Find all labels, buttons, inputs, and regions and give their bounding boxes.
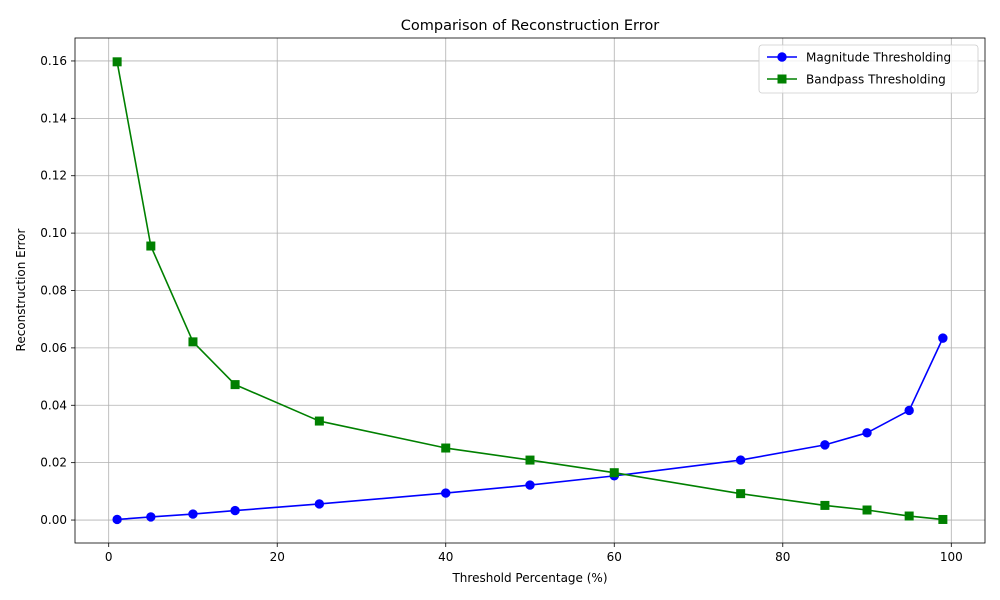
x-tick-label: 80 xyxy=(775,550,790,564)
data-point xyxy=(314,499,325,509)
y-tick-label: 0.02 xyxy=(40,456,67,470)
legend-entry: Bandpass Thresholding xyxy=(767,73,946,87)
legend-label: Bandpass Thresholding xyxy=(806,73,946,87)
data-point xyxy=(146,512,156,522)
data-point xyxy=(525,455,535,465)
y-axis-label: Reconstruction Error xyxy=(14,229,28,352)
data-point xyxy=(938,333,948,343)
data-point xyxy=(862,428,872,438)
data-point xyxy=(525,480,535,490)
chart-title: Comparison of Reconstruction Error xyxy=(401,18,660,34)
data-point xyxy=(188,509,198,519)
x-axis-label: Threshold Percentage (%) xyxy=(451,571,607,585)
data-point xyxy=(736,489,746,499)
y-tick-label: 0.00 xyxy=(40,513,67,527)
data-point xyxy=(230,380,240,390)
x-tick-label: 100 xyxy=(940,550,963,564)
legend-marker xyxy=(777,74,787,84)
data-point xyxy=(112,57,122,67)
data-point xyxy=(904,405,914,416)
data-point xyxy=(820,500,830,510)
data-point xyxy=(188,337,198,347)
data-point xyxy=(735,455,746,465)
data-point xyxy=(441,488,451,498)
x-tick-label: 0 xyxy=(105,550,113,564)
x-axis: 0 20 40 60 80 100 xyxy=(105,543,963,564)
series-2 xyxy=(112,57,948,524)
x-tick-label: 20 xyxy=(270,550,285,564)
data-point xyxy=(820,440,830,450)
x-tick-label: 40 xyxy=(438,550,453,564)
y-tick-label: 0.08 xyxy=(40,284,67,298)
data-point xyxy=(862,505,872,515)
data-point xyxy=(112,514,122,525)
series-layer xyxy=(112,57,948,525)
data-point xyxy=(441,443,451,453)
y-tick-label: 0.16 xyxy=(40,54,67,68)
y-axis: 0.00 0.02 0.04 0.06 0.08 0.10 0.12 0.14 0.16 xyxy=(40,54,75,527)
data-point xyxy=(609,468,619,478)
data-point xyxy=(314,416,324,426)
legend-box xyxy=(758,44,979,94)
series-1 xyxy=(112,333,948,525)
data-point xyxy=(904,511,914,521)
legend-marker xyxy=(777,52,787,62)
y-tick-label: 0.12 xyxy=(40,169,67,183)
x-tick-label: 60 xyxy=(607,550,622,564)
data-point xyxy=(938,514,948,524)
y-tick-label: 0.06 xyxy=(40,341,67,355)
y-tick-label: 0.14 xyxy=(40,111,67,125)
legend-label: Magnitude Thresholding xyxy=(806,51,951,65)
data-point xyxy=(146,241,156,251)
y-tick-label: 0.10 xyxy=(40,226,67,240)
y-tick-label: 0.04 xyxy=(40,398,67,412)
legend: Magnitude Thresholding Bandpass Threshold… xyxy=(758,44,979,94)
data-point xyxy=(230,505,240,516)
legend-entry: Magnitude Thresholding xyxy=(767,51,951,65)
